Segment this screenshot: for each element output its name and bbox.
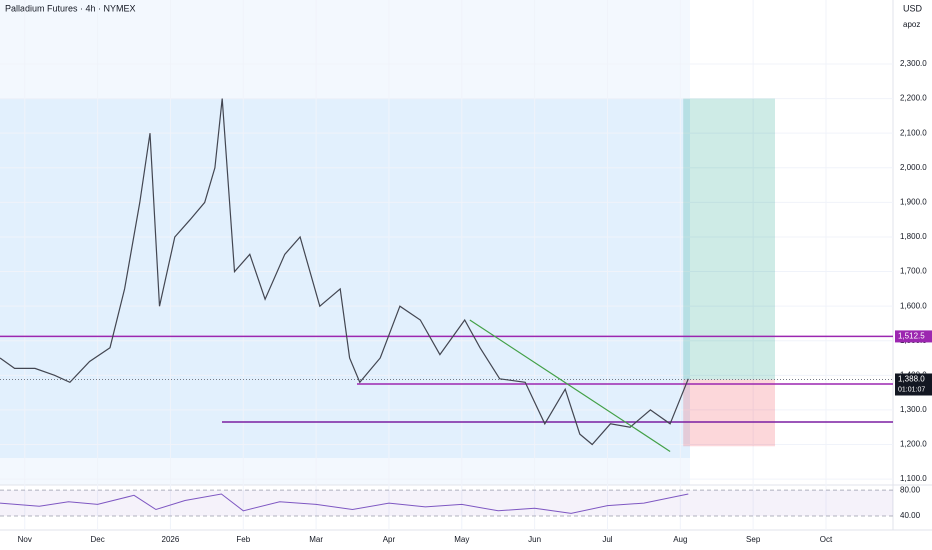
x-tick-label: Feb (236, 535, 250, 544)
x-tick-label: Sep (746, 535, 761, 544)
y-tick-label: 80.00 (900, 485, 921, 494)
x-tick-label: Oct (820, 535, 833, 544)
y-tick-label: 1,900.0 (900, 197, 927, 206)
y-tick-label: 1,700.0 (900, 267, 927, 276)
y-tick-label: 1,200.0 (900, 440, 927, 449)
x-tick-label: Jun (528, 535, 541, 544)
rsi-line (0, 493, 689, 514)
y-tick-label: 1,800.0 (900, 232, 927, 241)
x-tick-label: Jul (602, 535, 612, 544)
price-line (0, 98, 689, 446)
y-tick-label: 1,100.0 (900, 474, 927, 483)
scale-name: apoz (903, 20, 920, 29)
x-tick-label: Apr (383, 535, 396, 544)
y-tick-label: 2,200.0 (900, 94, 927, 103)
y-tick-label: 1,300.0 (900, 405, 927, 414)
target-zone (683, 98, 776, 380)
x-tick-label: 2026 (162, 535, 180, 544)
last-price-tag (895, 373, 932, 396)
price-tag-label: 1,512.5 (898, 332, 925, 341)
currency: USD (903, 3, 923, 13)
x-tick-label: Mar (309, 535, 323, 544)
last-price-label: 1,388.0 (898, 375, 925, 384)
y-tick-label: 40.00 (900, 511, 921, 520)
y-tick-label: 2,300.0 (900, 59, 927, 68)
y-tick-label: 1,600.0 (900, 301, 927, 310)
y-tick-label: 2,000.0 (900, 163, 927, 172)
price-tag (895, 330, 932, 343)
stop-zone (683, 379, 776, 447)
x-tick-label: Dec (90, 535, 104, 544)
countdown: 01:01:07 (898, 386, 925, 393)
y-tick-label: 2,100.0 (900, 128, 927, 137)
chart-title: Palladium Futures · 4h · NYMEX (5, 3, 136, 13)
rsi-band (0, 490, 893, 516)
x-tick-label: May (454, 535, 469, 544)
trendline (469, 319, 671, 452)
range-box (0, 98, 690, 458)
x-tick-label: Nov (18, 535, 32, 544)
x-tick-label: Aug (673, 535, 687, 544)
